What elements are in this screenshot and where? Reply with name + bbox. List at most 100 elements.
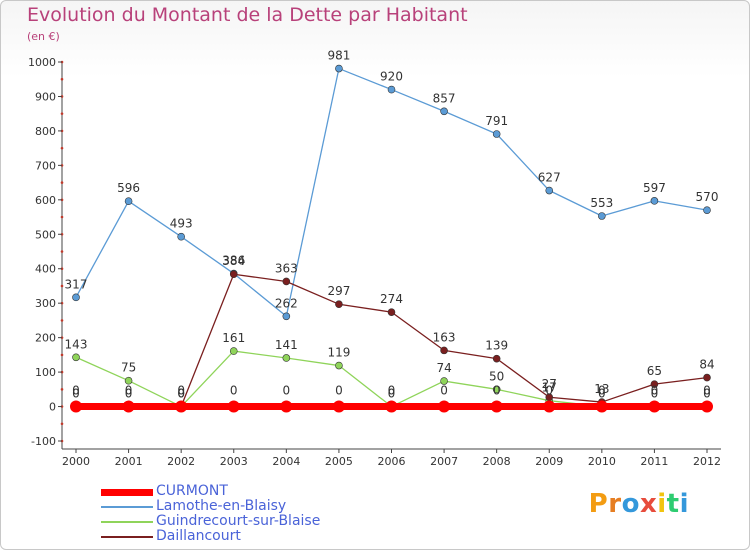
data-point: [124, 376, 133, 385]
data-label: 297: [327, 284, 350, 298]
data-label: 0: [335, 384, 343, 398]
y-minor-tick: [60, 388, 64, 391]
legend-label: Daillancourt: [156, 528, 241, 544]
data-point: [177, 232, 185, 241]
legend-swatch: [101, 506, 153, 508]
data-point: [703, 373, 711, 382]
y-minor-tick: [60, 284, 64, 288]
legend-label: Guindrecourt-sur-Blaise: [156, 513, 321, 529]
data-point: [440, 377, 448, 385]
data-label: 163: [433, 330, 456, 344]
data-point: [650, 197, 659, 205]
logo-letter: t: [666, 489, 680, 519]
y-tick-label: 300: [35, 297, 56, 310]
data-label: 0: [598, 384, 606, 398]
data-label: 50: [489, 369, 504, 383]
data-point: [492, 385, 501, 394]
legend-label: Lamothe-en-Blaisy: [156, 498, 287, 514]
y-minor-tick: [60, 215, 64, 219]
data-label: 0: [388, 387, 396, 401]
data-label: 139: [485, 339, 508, 353]
data-point: [282, 354, 291, 362]
data-point: [332, 400, 345, 413]
data-label: 27: [542, 377, 557, 391]
data-label: 0: [125, 387, 133, 401]
data-label: 17: [542, 381, 557, 395]
data-label: 65: [647, 364, 662, 378]
logo-letter: x: [639, 489, 658, 519]
x-tick-label: 2009: [535, 455, 563, 468]
x-tick-label: 2004: [272, 455, 300, 468]
data-label: 119: [327, 346, 350, 360]
y-minor-tick: [60, 353, 64, 357]
x-tick-label: 2012: [693, 455, 721, 468]
data-point: [387, 85, 396, 94]
y-tick-label: 200: [35, 332, 56, 345]
data-label: 141: [275, 338, 298, 352]
x-tick-label: 2005: [325, 455, 353, 468]
data-point: [385, 400, 398, 413]
chart-title: Evolution du Montant de la Dette par Hab…: [27, 4, 468, 26]
data-point: [543, 400, 556, 413]
logo-letter: o: [621, 489, 640, 519]
data-label: 570: [696, 190, 719, 204]
data-label: 0: [545, 384, 553, 398]
y-minor-tick: [60, 112, 64, 115]
data-label: 596: [117, 181, 140, 195]
data-point: [701, 400, 713, 413]
y-tick-label: 1000: [28, 56, 56, 69]
y-minor-tick: [60, 77, 64, 81]
data-label: 627: [538, 171, 561, 185]
data-point: [229, 347, 238, 355]
proxiti-logo: Proxiti: [589, 489, 689, 519]
data-point: [335, 361, 343, 370]
y-minor-tick: [60, 422, 64, 426]
data-point: [648, 400, 661, 413]
data-label: 0: [703, 387, 711, 401]
data-point: [440, 346, 448, 355]
logo-letter: i: [657, 489, 667, 519]
data-point: [545, 186, 554, 195]
data-label: 553: [590, 196, 613, 210]
x-tick-label: 2002: [167, 455, 195, 468]
data-label: 262: [275, 296, 298, 310]
y-tick-label: 900: [35, 90, 56, 103]
data-label: 274: [380, 292, 403, 306]
data-label: 0: [651, 384, 659, 398]
data-label: 0: [72, 384, 80, 398]
data-label: 13: [594, 382, 609, 396]
data-label: 0: [388, 384, 396, 398]
data-point: [703, 206, 711, 214]
chart-unit: (en €): [27, 30, 60, 43]
data-point: [229, 270, 238, 279]
data-label: 0: [651, 387, 659, 401]
y-tick-label: 500: [35, 228, 56, 241]
data-point: [175, 400, 188, 413]
data-point: [598, 212, 606, 220]
data-label: 493: [170, 217, 193, 231]
x-tick-label: 2010: [588, 455, 616, 468]
data-label: 981: [327, 49, 350, 63]
data-point: [72, 293, 80, 302]
data-point: [438, 400, 451, 413]
data-label: 0: [493, 384, 501, 398]
data-label: 363: [275, 261, 298, 275]
y-tick-label: 600: [35, 194, 56, 207]
x-tick-label: 2011: [640, 455, 668, 468]
data-point: [282, 312, 291, 321]
logo-letter: r: [608, 489, 622, 519]
legend-swatch: [101, 489, 153, 496]
y-minor-tick: [60, 146, 64, 150]
data-point: [227, 400, 240, 413]
data-point: [72, 353, 80, 362]
data-point: [650, 380, 659, 388]
data-point: [282, 277, 291, 286]
legend-swatch: [101, 521, 153, 523]
x-tick-label: 2000: [62, 455, 90, 468]
data-point: [124, 197, 133, 205]
data-point: [335, 300, 343, 309]
data-label: 0: [703, 384, 711, 398]
data-label: 0: [125, 384, 133, 398]
